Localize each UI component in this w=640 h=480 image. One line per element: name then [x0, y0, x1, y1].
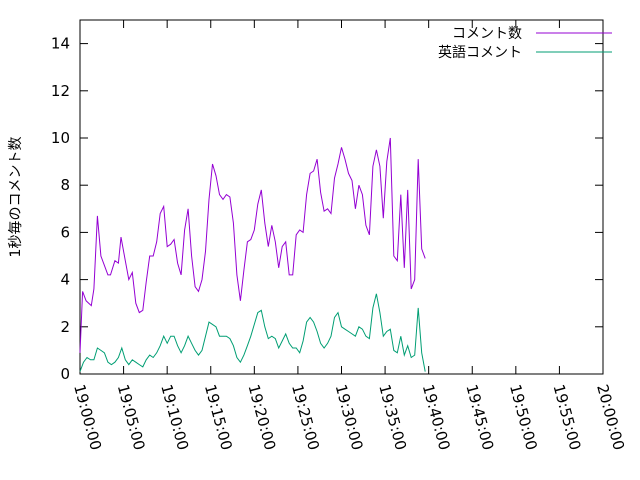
series-line-1	[79, 293, 426, 372]
x-tick-label: 19:50:00	[506, 382, 541, 452]
x-tick-label: 19:10:00	[157, 382, 192, 452]
y-tick-label: 6	[60, 223, 70, 241]
y-tick-label: 12	[51, 82, 70, 100]
x-tick-label: 19:25:00	[288, 382, 323, 452]
y-tick-label: 2	[60, 318, 70, 336]
series-lines	[79, 137, 426, 372]
series-line-0	[79, 137, 426, 353]
plot-frame	[79, 19, 604, 375]
y-tick-label: 0	[60, 365, 70, 383]
x-tick-label: 19:35:00	[375, 382, 410, 452]
y-axis: 0 2 4 6 8 10 12 14	[51, 35, 603, 383]
legend-label-1: 英語コメント	[438, 44, 522, 61]
y-axis-label: 1秒毎のコメント数	[8, 137, 24, 258]
y-tick-label: 8	[60, 176, 70, 194]
x-tick-label: 19:55:00	[550, 382, 585, 452]
x-tick-label: 19:40:00	[419, 382, 454, 452]
legend-label-0: コメント数	[452, 26, 522, 42]
y-tick-label: 10	[51, 129, 70, 147]
x-tick-label: 19:20:00	[244, 382, 279, 452]
y-tick-label: 4	[60, 271, 70, 289]
y-tick-label: 14	[51, 35, 70, 53]
x-tick-label: 19:30:00	[332, 382, 367, 452]
x-tick-label: 19:05:00	[114, 382, 149, 452]
x-tick-label: 20:00:00	[593, 382, 628, 452]
x-tick-label: 19:45:00	[462, 382, 497, 452]
x-tick-label: 19:00:00	[70, 382, 105, 452]
x-axis: 19:00:00 19:05:00 19:10:00 19:15:00 19:20:00…	[70, 20, 628, 452]
x-tick-label: 19:15:00	[201, 382, 236, 452]
